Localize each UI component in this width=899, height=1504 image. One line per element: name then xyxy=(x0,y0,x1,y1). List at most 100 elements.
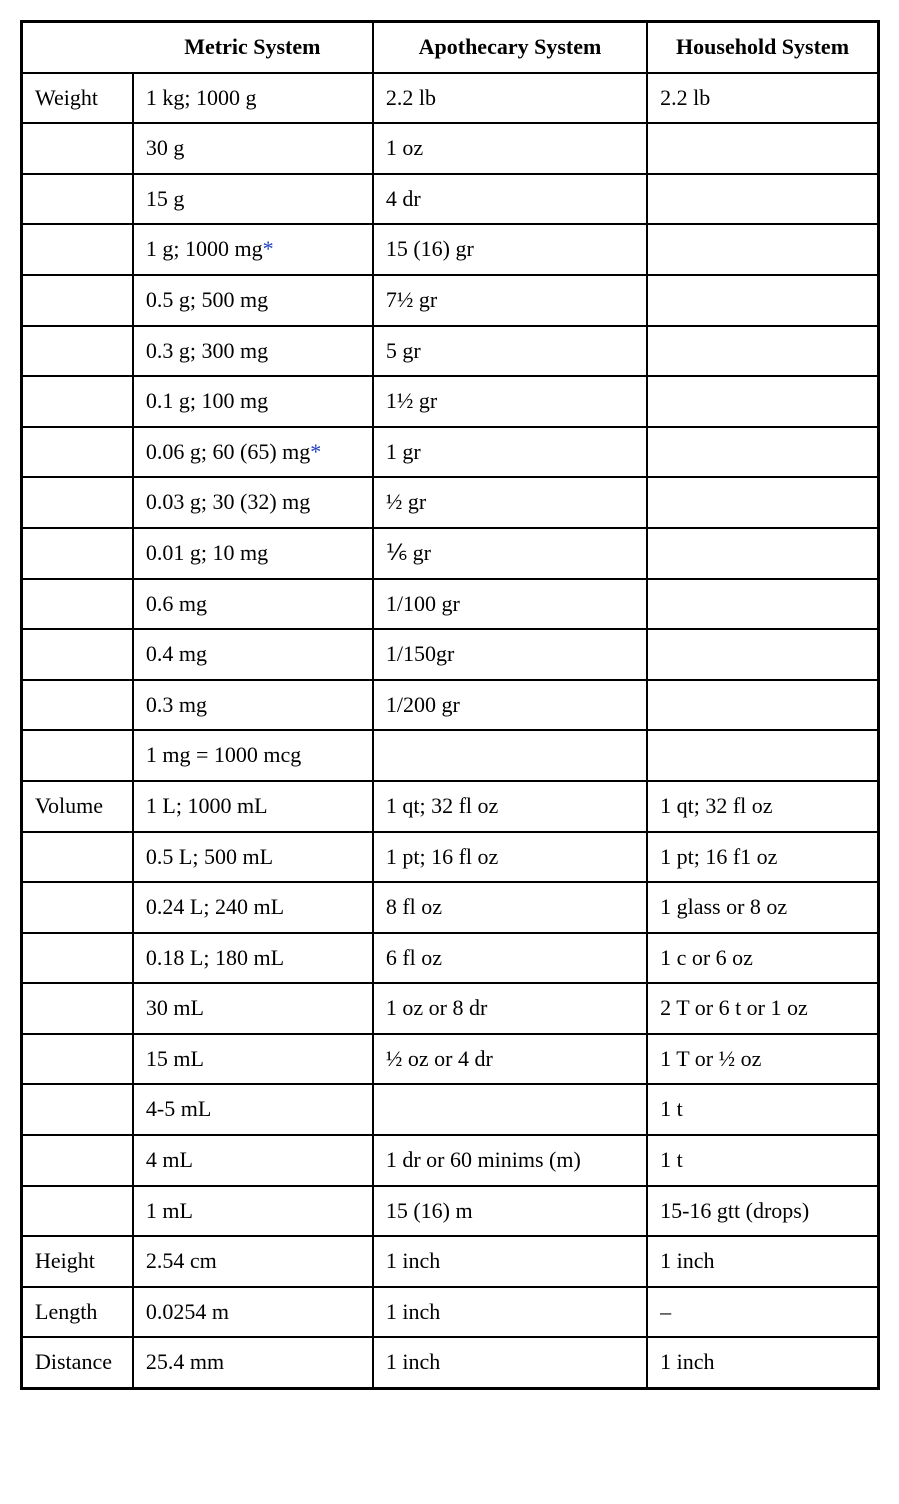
cell-apothecary: 1/150gr xyxy=(373,629,647,680)
table-row: 0.3 mg1/200 gr xyxy=(22,680,879,731)
table-row: 4-5 mL1 t xyxy=(22,1084,879,1135)
table-row: Distance25.4 mm1 inch1 inch xyxy=(22,1337,879,1388)
cell-metric: 0.3 mg xyxy=(133,680,373,731)
cell-apothecary: 1 dr or 60 minims (m) xyxy=(373,1135,647,1186)
cell-metric: 0.5 g; 500 mg xyxy=(133,275,373,326)
cell-category xyxy=(22,933,133,984)
cell-apothecary: 1½ gr xyxy=(373,376,647,427)
cell-apothecary: ½ oz or 4 dr xyxy=(373,1034,647,1085)
cell-household xyxy=(647,680,878,731)
cell-metric: 0.3 g; 300 mg xyxy=(133,326,373,377)
cell-category xyxy=(22,983,133,1034)
table-row: 15 g4 dr xyxy=(22,174,879,225)
header-blank xyxy=(22,22,133,73)
cell-metric: 0.03 g; 30 (32) mg xyxy=(133,477,373,528)
cell-category xyxy=(22,477,133,528)
cell-apothecary xyxy=(373,730,647,781)
cell-apothecary: 15 (16) m xyxy=(373,1186,647,1237)
cell-household: 1 inch xyxy=(647,1236,878,1287)
cell-household: 15-16 gtt (drops) xyxy=(647,1186,878,1237)
table-row: 30 mL1 oz or 8 dr2 T or 6 t or 1 oz xyxy=(22,983,879,1034)
cell-metric: 30 mL xyxy=(133,983,373,1034)
cell-metric: 0.06 g; 60 (65) mg* xyxy=(133,427,373,478)
table-row: 30 g1 oz xyxy=(22,123,879,174)
cell-category xyxy=(22,680,133,731)
cell-household: 2 T or 6 t or 1 oz xyxy=(647,983,878,1034)
asterisk-icon: * xyxy=(310,439,321,464)
cell-category xyxy=(22,1135,133,1186)
table-row: 0.01 g; 10 mg⅙ gr xyxy=(22,528,879,579)
table-row: 0.06 g; 60 (65) mg*1 gr xyxy=(22,427,879,478)
cell-household xyxy=(647,275,878,326)
table-row: 0.1 g; 100 mg1½ gr xyxy=(22,376,879,427)
cell-apothecary: 1/200 gr xyxy=(373,680,647,731)
cell-household xyxy=(647,326,878,377)
cell-household: – xyxy=(647,1287,878,1338)
cell-household: 1 T or ½ oz xyxy=(647,1034,878,1085)
cell-apothecary: 7½ gr xyxy=(373,275,647,326)
cell-category xyxy=(22,1034,133,1085)
cell-metric: 1 mg = 1000 mcg xyxy=(133,730,373,781)
cell-category: Weight xyxy=(22,73,133,124)
conversion-table-container: Metric System Apothecary System Househol… xyxy=(20,20,880,1390)
cell-category: Height xyxy=(22,1236,133,1287)
cell-apothecary: 1 pt; 16 fl oz xyxy=(373,832,647,883)
table-row: 1 mL15 (16) m15-16 gtt (drops) xyxy=(22,1186,879,1237)
cell-category xyxy=(22,832,133,883)
cell-household: 1 inch xyxy=(647,1337,878,1388)
cell-category: Volume xyxy=(22,781,133,832)
table-row: Length0.0254 m1 inch– xyxy=(22,1287,879,1338)
cell-household xyxy=(647,528,878,579)
cell-household xyxy=(647,224,878,275)
table-row: 0.6 mg1/100 gr xyxy=(22,579,879,630)
cell-metric: 25.4 mm xyxy=(133,1337,373,1388)
cell-apothecary: 5 gr xyxy=(373,326,647,377)
table-row: 1 mg = 1000 mcg xyxy=(22,730,879,781)
cell-apothecary: 4 dr xyxy=(373,174,647,225)
cell-metric: 0.4 mg xyxy=(133,629,373,680)
cell-metric: 1 g; 1000 mg* xyxy=(133,224,373,275)
cell-metric: 4 mL xyxy=(133,1135,373,1186)
table-row: Height2.54 cm1 inch1 inch xyxy=(22,1236,879,1287)
cell-category xyxy=(22,174,133,225)
cell-household xyxy=(647,427,878,478)
cell-apothecary: 1/100 gr xyxy=(373,579,647,630)
cell-category xyxy=(22,579,133,630)
cell-household xyxy=(647,730,878,781)
cell-metric: 1 kg; 1000 g xyxy=(133,73,373,124)
cell-household xyxy=(647,376,878,427)
cell-category xyxy=(22,528,133,579)
cell-apothecary: 6 fl oz xyxy=(373,933,647,984)
cell-metric: 0.0254 m xyxy=(133,1287,373,1338)
cell-apothecary: 1 inch xyxy=(373,1337,647,1388)
table-row: 4 mL1 dr or 60 minims (m)1 t xyxy=(22,1135,879,1186)
cell-household: 1 glass or 8 oz xyxy=(647,882,878,933)
table-row: 0.5 g; 500 mg7½ gr xyxy=(22,275,879,326)
cell-apothecary: 2.2 lb xyxy=(373,73,647,124)
cell-apothecary: 1 inch xyxy=(373,1236,647,1287)
cell-household: 1 t xyxy=(647,1135,878,1186)
cell-household: 1 qt; 32 fl oz xyxy=(647,781,878,832)
cell-apothecary: 1 inch xyxy=(373,1287,647,1338)
conversion-table: Metric System Apothecary System Househol… xyxy=(20,20,880,1390)
cell-category xyxy=(22,1186,133,1237)
cell-metric: 30 g xyxy=(133,123,373,174)
table-body: Weight1 kg; 1000 g2.2 lb2.2 lb30 g1 oz15… xyxy=(22,73,879,1389)
header-apothecary: Apothecary System xyxy=(373,22,647,73)
cell-household: 1 t xyxy=(647,1084,878,1135)
cell-household xyxy=(647,174,878,225)
cell-apothecary: 8 fl oz xyxy=(373,882,647,933)
cell-metric: 15 mL xyxy=(133,1034,373,1085)
table-row: 0.24 L; 240 mL8 fl oz1 glass or 8 oz xyxy=(22,882,879,933)
cell-household xyxy=(647,579,878,630)
table-row: 0.3 g; 300 mg5 gr xyxy=(22,326,879,377)
cell-apothecary xyxy=(373,1084,647,1135)
cell-category xyxy=(22,1084,133,1135)
cell-metric: 2.54 cm xyxy=(133,1236,373,1287)
cell-metric: 0.18 L; 180 mL xyxy=(133,933,373,984)
cell-metric: 1 L; 1000 mL xyxy=(133,781,373,832)
cell-household xyxy=(647,123,878,174)
table-row: 15 mL½ oz or 4 dr1 T or ½ oz xyxy=(22,1034,879,1085)
cell-apothecary: ⅙ gr xyxy=(373,528,647,579)
cell-category xyxy=(22,376,133,427)
